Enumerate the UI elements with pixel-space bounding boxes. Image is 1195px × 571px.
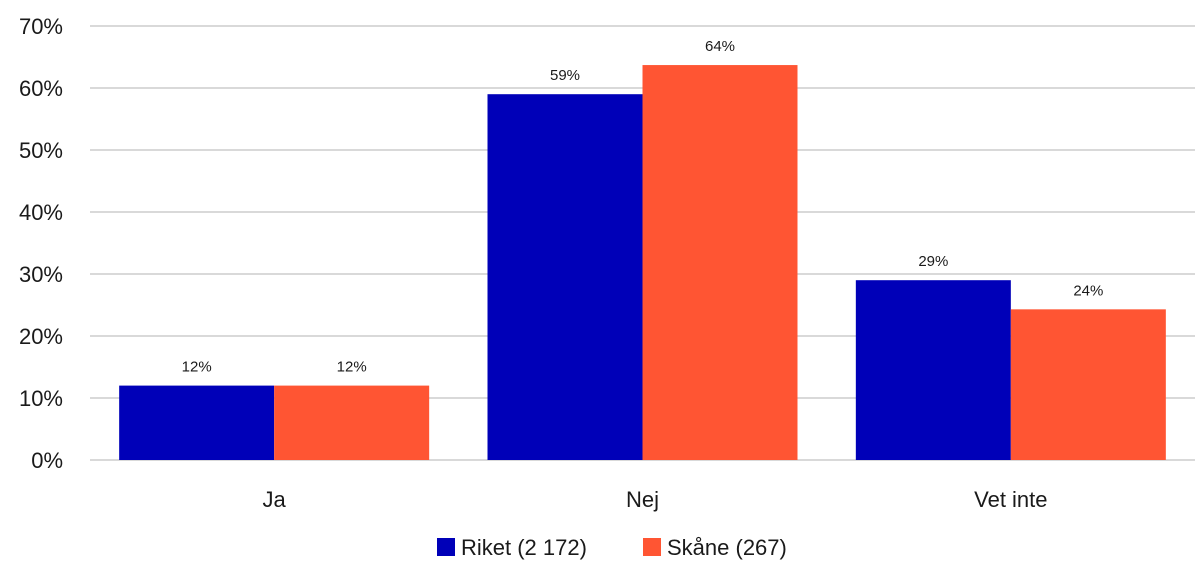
legend-label: Skåne (267) <box>667 535 787 560</box>
bar-ja-series-1 <box>274 385 430 460</box>
y-tick-label: 0% <box>31 448 63 473</box>
data-label: 12% <box>337 359 367 376</box>
legend-swatch <box>643 538 661 556</box>
data-label: 24% <box>1073 282 1103 299</box>
data-label: 59% <box>550 67 580 84</box>
bar-vet-inte-series-1 <box>1010 309 1166 460</box>
bar-ja-series-0 <box>119 385 275 460</box>
data-label: 12% <box>182 359 212 376</box>
x-category-label: Vet inte <box>974 487 1047 512</box>
x-category-label: Ja <box>263 487 287 512</box>
y-tick-label: 20% <box>19 324 63 349</box>
data-label: 29% <box>918 253 948 270</box>
legend-swatch <box>437 538 455 556</box>
bar-vet-inte-series-0 <box>855 280 1011 460</box>
legend: Riket (2 172) Skåne (267) <box>437 535 787 560</box>
x-category-label: Nej <box>626 487 659 512</box>
data-labels: 12% 12% 59% 64% 29% 24% <box>182 38 1104 376</box>
y-tick-label: 10% <box>19 386 63 411</box>
bar-nej-series-0 <box>487 94 643 460</box>
bar-nej-series-1 <box>642 65 798 460</box>
y-tick-label: 30% <box>19 262 63 287</box>
y-tick-label: 70% <box>19 14 63 39</box>
bars <box>119 65 1166 460</box>
x-axis-categories: Ja Nej Vet inte <box>263 487 1048 512</box>
legend-label: Riket (2 172) <box>461 535 587 560</box>
data-label: 64% <box>705 38 735 55</box>
y-tick-label: 60% <box>19 76 63 101</box>
y-tick-label: 50% <box>19 138 63 163</box>
y-tick-label: 40% <box>19 200 63 225</box>
y-axis-ticks: 0% 10% 20% 30% 40% 50% 60% 70% <box>19 14 63 473</box>
